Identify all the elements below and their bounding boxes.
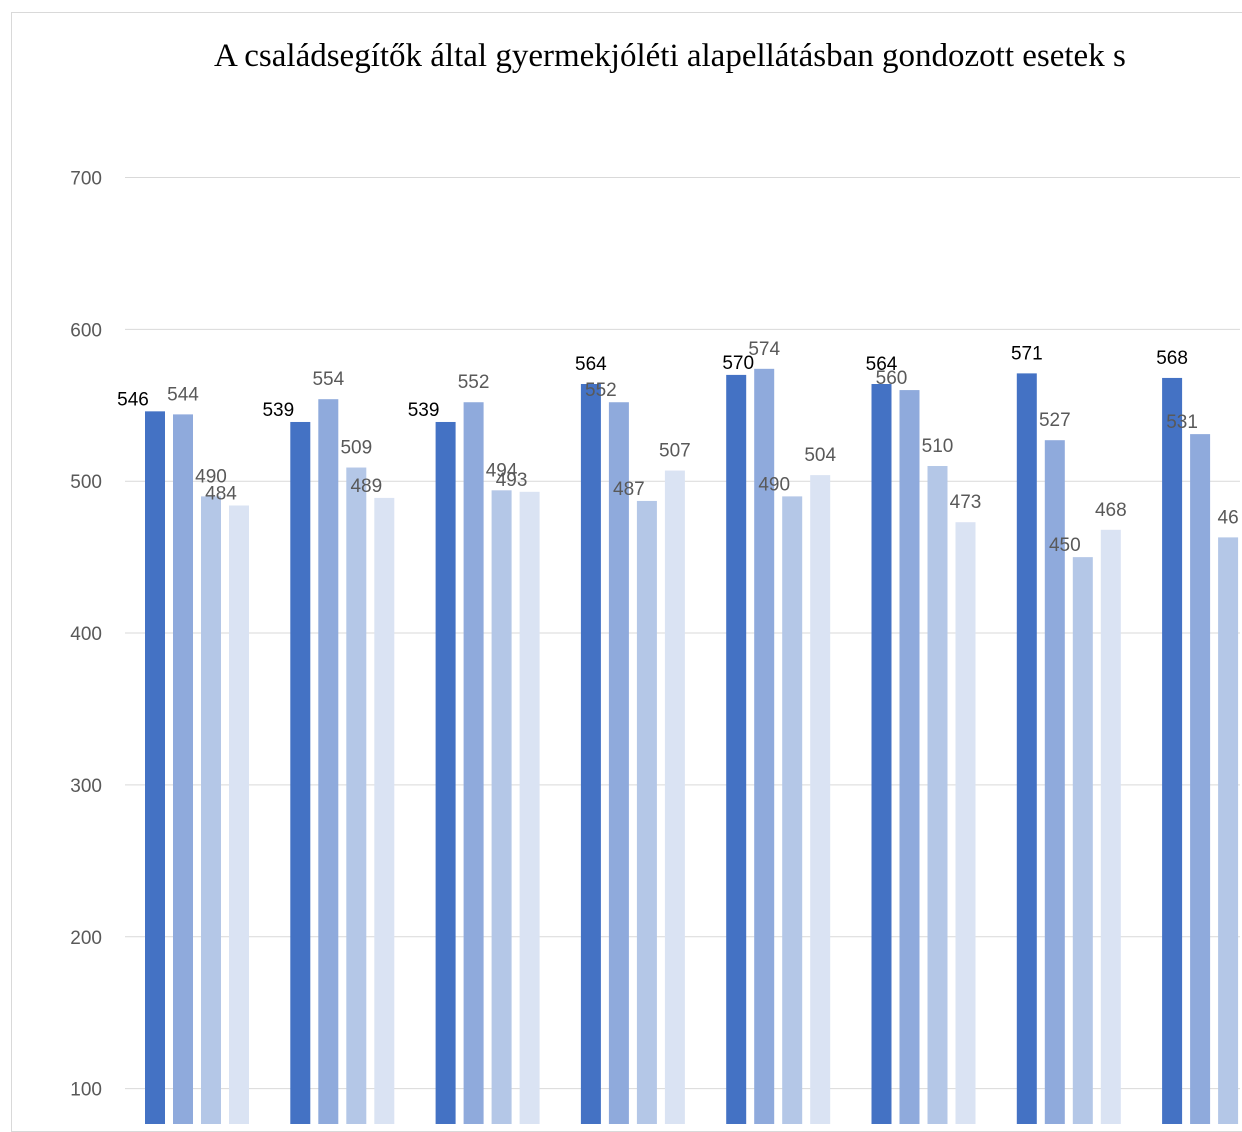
bar [1190, 434, 1211, 1124]
bar [726, 374, 747, 1124]
bar [754, 368, 775, 1124]
data-label: 450 [1049, 535, 1081, 556]
bar [346, 467, 367, 1124]
y-tick-label: 700 [70, 168, 102, 189]
data-label: 568 [1156, 348, 1188, 369]
data-label: 490 [195, 466, 227, 487]
bar [608, 402, 629, 1124]
bar [145, 411, 165, 1124]
bar [491, 490, 512, 1124]
y-axis-ticks: 100 200 300 400 500 600 700 [70, 168, 102, 1100]
chart-title: A családsegítők által gyermekjóléti alap… [214, 38, 1126, 74]
bars [145, 368, 1239, 1124]
data-label: 560 [876, 368, 908, 389]
bar [1100, 529, 1121, 1124]
y-tick-label: 100 [70, 1080, 102, 1101]
bar [782, 496, 803, 1124]
bar [1016, 373, 1037, 1124]
bar [318, 399, 339, 1124]
data-label: 509 [340, 438, 372, 459]
data-label: 46 [1218, 507, 1239, 528]
data-label: 527 [1039, 410, 1071, 431]
data-label: 574 [748, 339, 780, 360]
bar [1072, 557, 1093, 1124]
data-label: 570 [722, 353, 754, 374]
data-label: 468 [1095, 500, 1127, 521]
bar [229, 505, 249, 1124]
data-label: 552 [585, 380, 617, 401]
data-label: 504 [804, 445, 836, 466]
bar [955, 522, 976, 1124]
data-label: 571 [1011, 343, 1043, 364]
data-label: 510 [922, 436, 954, 457]
data-label: 552 [458, 372, 490, 393]
data-label: 507 [659, 441, 691, 462]
y-tick-label: 500 [70, 472, 102, 493]
data-label: 564 [575, 354, 607, 375]
data-label: 544 [167, 384, 199, 405]
bar [899, 390, 920, 1124]
data-label: 554 [312, 369, 344, 390]
bar [173, 414, 193, 1124]
data-label: 564 [866, 354, 898, 375]
data-labels: 546 539 539 564 570 564 571 568 544 554 552 552 574 5… [117, 339, 1239, 556]
bar [1218, 537, 1239, 1124]
bar [1044, 440, 1065, 1124]
y-tick-label: 300 [70, 776, 102, 797]
y-tick-label: 400 [70, 624, 102, 645]
bar [374, 497, 395, 1124]
bar [580, 384, 601, 1124]
bar [871, 384, 892, 1124]
bar [463, 402, 484, 1124]
bar [435, 421, 456, 1124]
data-label: 489 [350, 476, 382, 497]
y-tick-label: 200 [70, 928, 102, 949]
bar [664, 470, 685, 1124]
bar [519, 491, 540, 1124]
data-label: 493 [496, 470, 528, 491]
data-label: 487 [613, 479, 645, 500]
data-label: 539 [408, 400, 440, 421]
data-label: 494 [486, 460, 518, 481]
bar [636, 500, 657, 1124]
data-label: 490 [758, 474, 790, 495]
bar [290, 421, 311, 1124]
data-label: 539 [262, 400, 294, 421]
data-label: 546 [117, 389, 149, 410]
data-label: 473 [950, 492, 982, 513]
bar [927, 466, 948, 1124]
data-label: 531 [1166, 412, 1198, 433]
y-tick-label: 600 [70, 320, 102, 341]
bar [1162, 377, 1183, 1124]
data-label: 484 [205, 483, 237, 504]
bar [810, 475, 831, 1124]
bar [201, 496, 221, 1124]
